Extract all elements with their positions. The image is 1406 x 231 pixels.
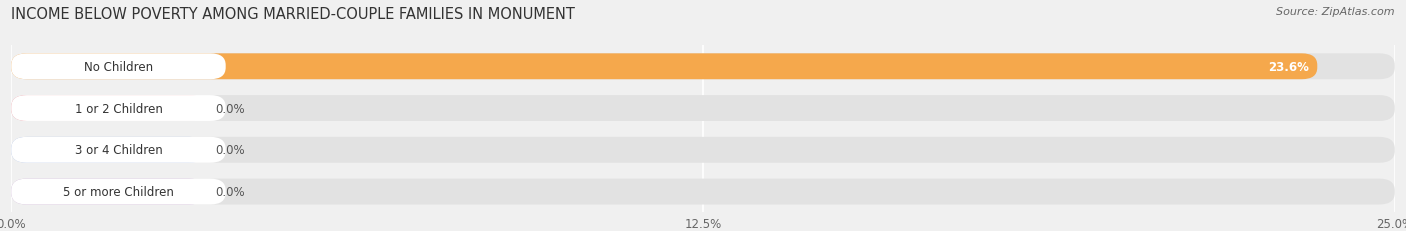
Text: 0.0%: 0.0% (215, 185, 245, 198)
Text: INCOME BELOW POVERTY AMONG MARRIED-COUPLE FAMILIES IN MONUMENT: INCOME BELOW POVERTY AMONG MARRIED-COUPL… (11, 7, 575, 22)
FancyBboxPatch shape (11, 54, 1317, 80)
FancyBboxPatch shape (11, 96, 1395, 122)
Text: No Children: No Children (84, 61, 153, 73)
Text: 5 or more Children: 5 or more Children (63, 185, 174, 198)
FancyBboxPatch shape (11, 54, 1395, 80)
Text: 1 or 2 Children: 1 or 2 Children (75, 102, 163, 115)
FancyBboxPatch shape (11, 179, 226, 205)
FancyBboxPatch shape (11, 137, 205, 163)
Text: 23.6%: 23.6% (1268, 61, 1309, 73)
FancyBboxPatch shape (11, 96, 226, 122)
FancyBboxPatch shape (11, 137, 1395, 163)
FancyBboxPatch shape (11, 179, 1395, 205)
Text: 0.0%: 0.0% (215, 102, 245, 115)
FancyBboxPatch shape (11, 54, 226, 80)
Text: Source: ZipAtlas.com: Source: ZipAtlas.com (1277, 7, 1395, 17)
FancyBboxPatch shape (11, 137, 226, 163)
Text: 3 or 4 Children: 3 or 4 Children (75, 144, 162, 157)
FancyBboxPatch shape (11, 96, 205, 122)
Text: 0.0%: 0.0% (215, 144, 245, 157)
FancyBboxPatch shape (11, 179, 205, 205)
